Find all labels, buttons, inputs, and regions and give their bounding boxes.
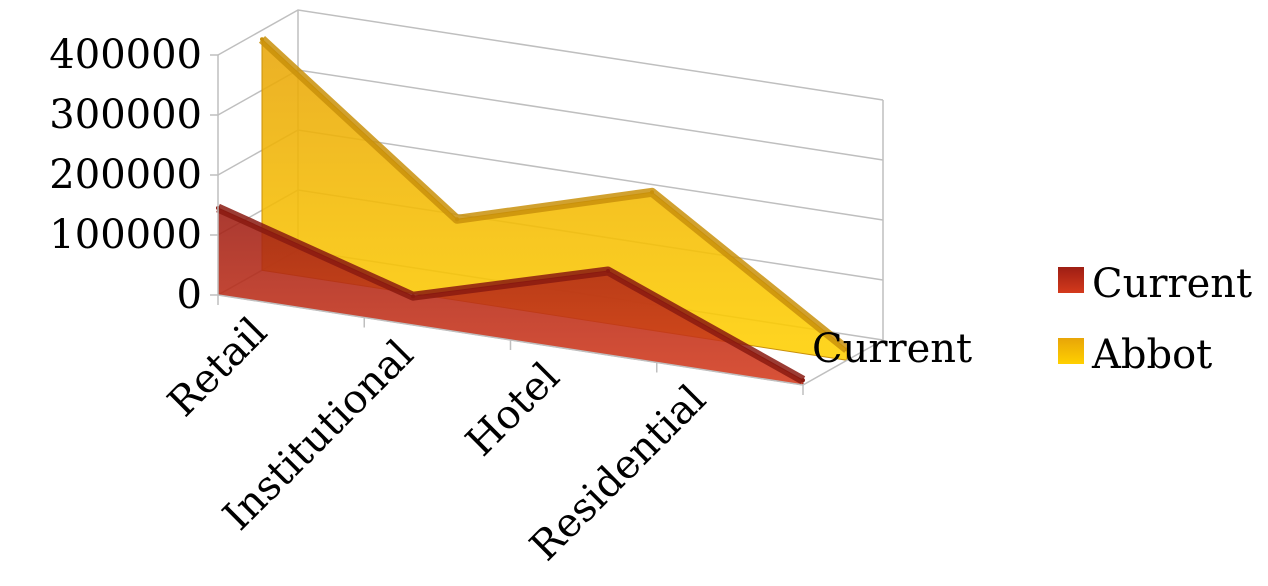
- y-tick-label: 400000: [49, 32, 202, 78]
- x-category-label: Hotel: [457, 354, 568, 465]
- data-point: [411, 294, 415, 299]
- y-tick-label: 200000: [49, 152, 202, 198]
- data-point: [801, 378, 805, 383]
- area-ridge-current: [216, 203, 806, 385]
- data-point: [650, 190, 654, 195]
- data-point: [455, 217, 459, 222]
- series-layer: [216, 35, 850, 386]
- data-point: [845, 347, 849, 352]
- legend-label-abbot: Abbot: [1091, 332, 1212, 378]
- depth-axis-line: [802, 339, 884, 386]
- depth-axis-label: Current: [812, 326, 972, 372]
- y-tick-label: 300000: [49, 92, 202, 138]
- legend: Current Abbot: [1058, 261, 1252, 378]
- legend-label-current: Current: [1092, 261, 1252, 307]
- data-point: [260, 37, 264, 42]
- legend-swatch-current: [1058, 267, 1084, 293]
- area-ridge-abbot: [258, 35, 850, 353]
- x-category-label: Residential: [521, 376, 715, 570]
- y-axis: 0 100000 200000 300000 400000: [49, 32, 219, 318]
- y-tick-label: 100000: [49, 212, 202, 258]
- legend-swatch-abbot: [1058, 338, 1084, 364]
- data-point: [606, 269, 610, 273]
- y-tick-label: 0: [177, 272, 202, 318]
- x-category-label: Retail: [159, 309, 276, 426]
